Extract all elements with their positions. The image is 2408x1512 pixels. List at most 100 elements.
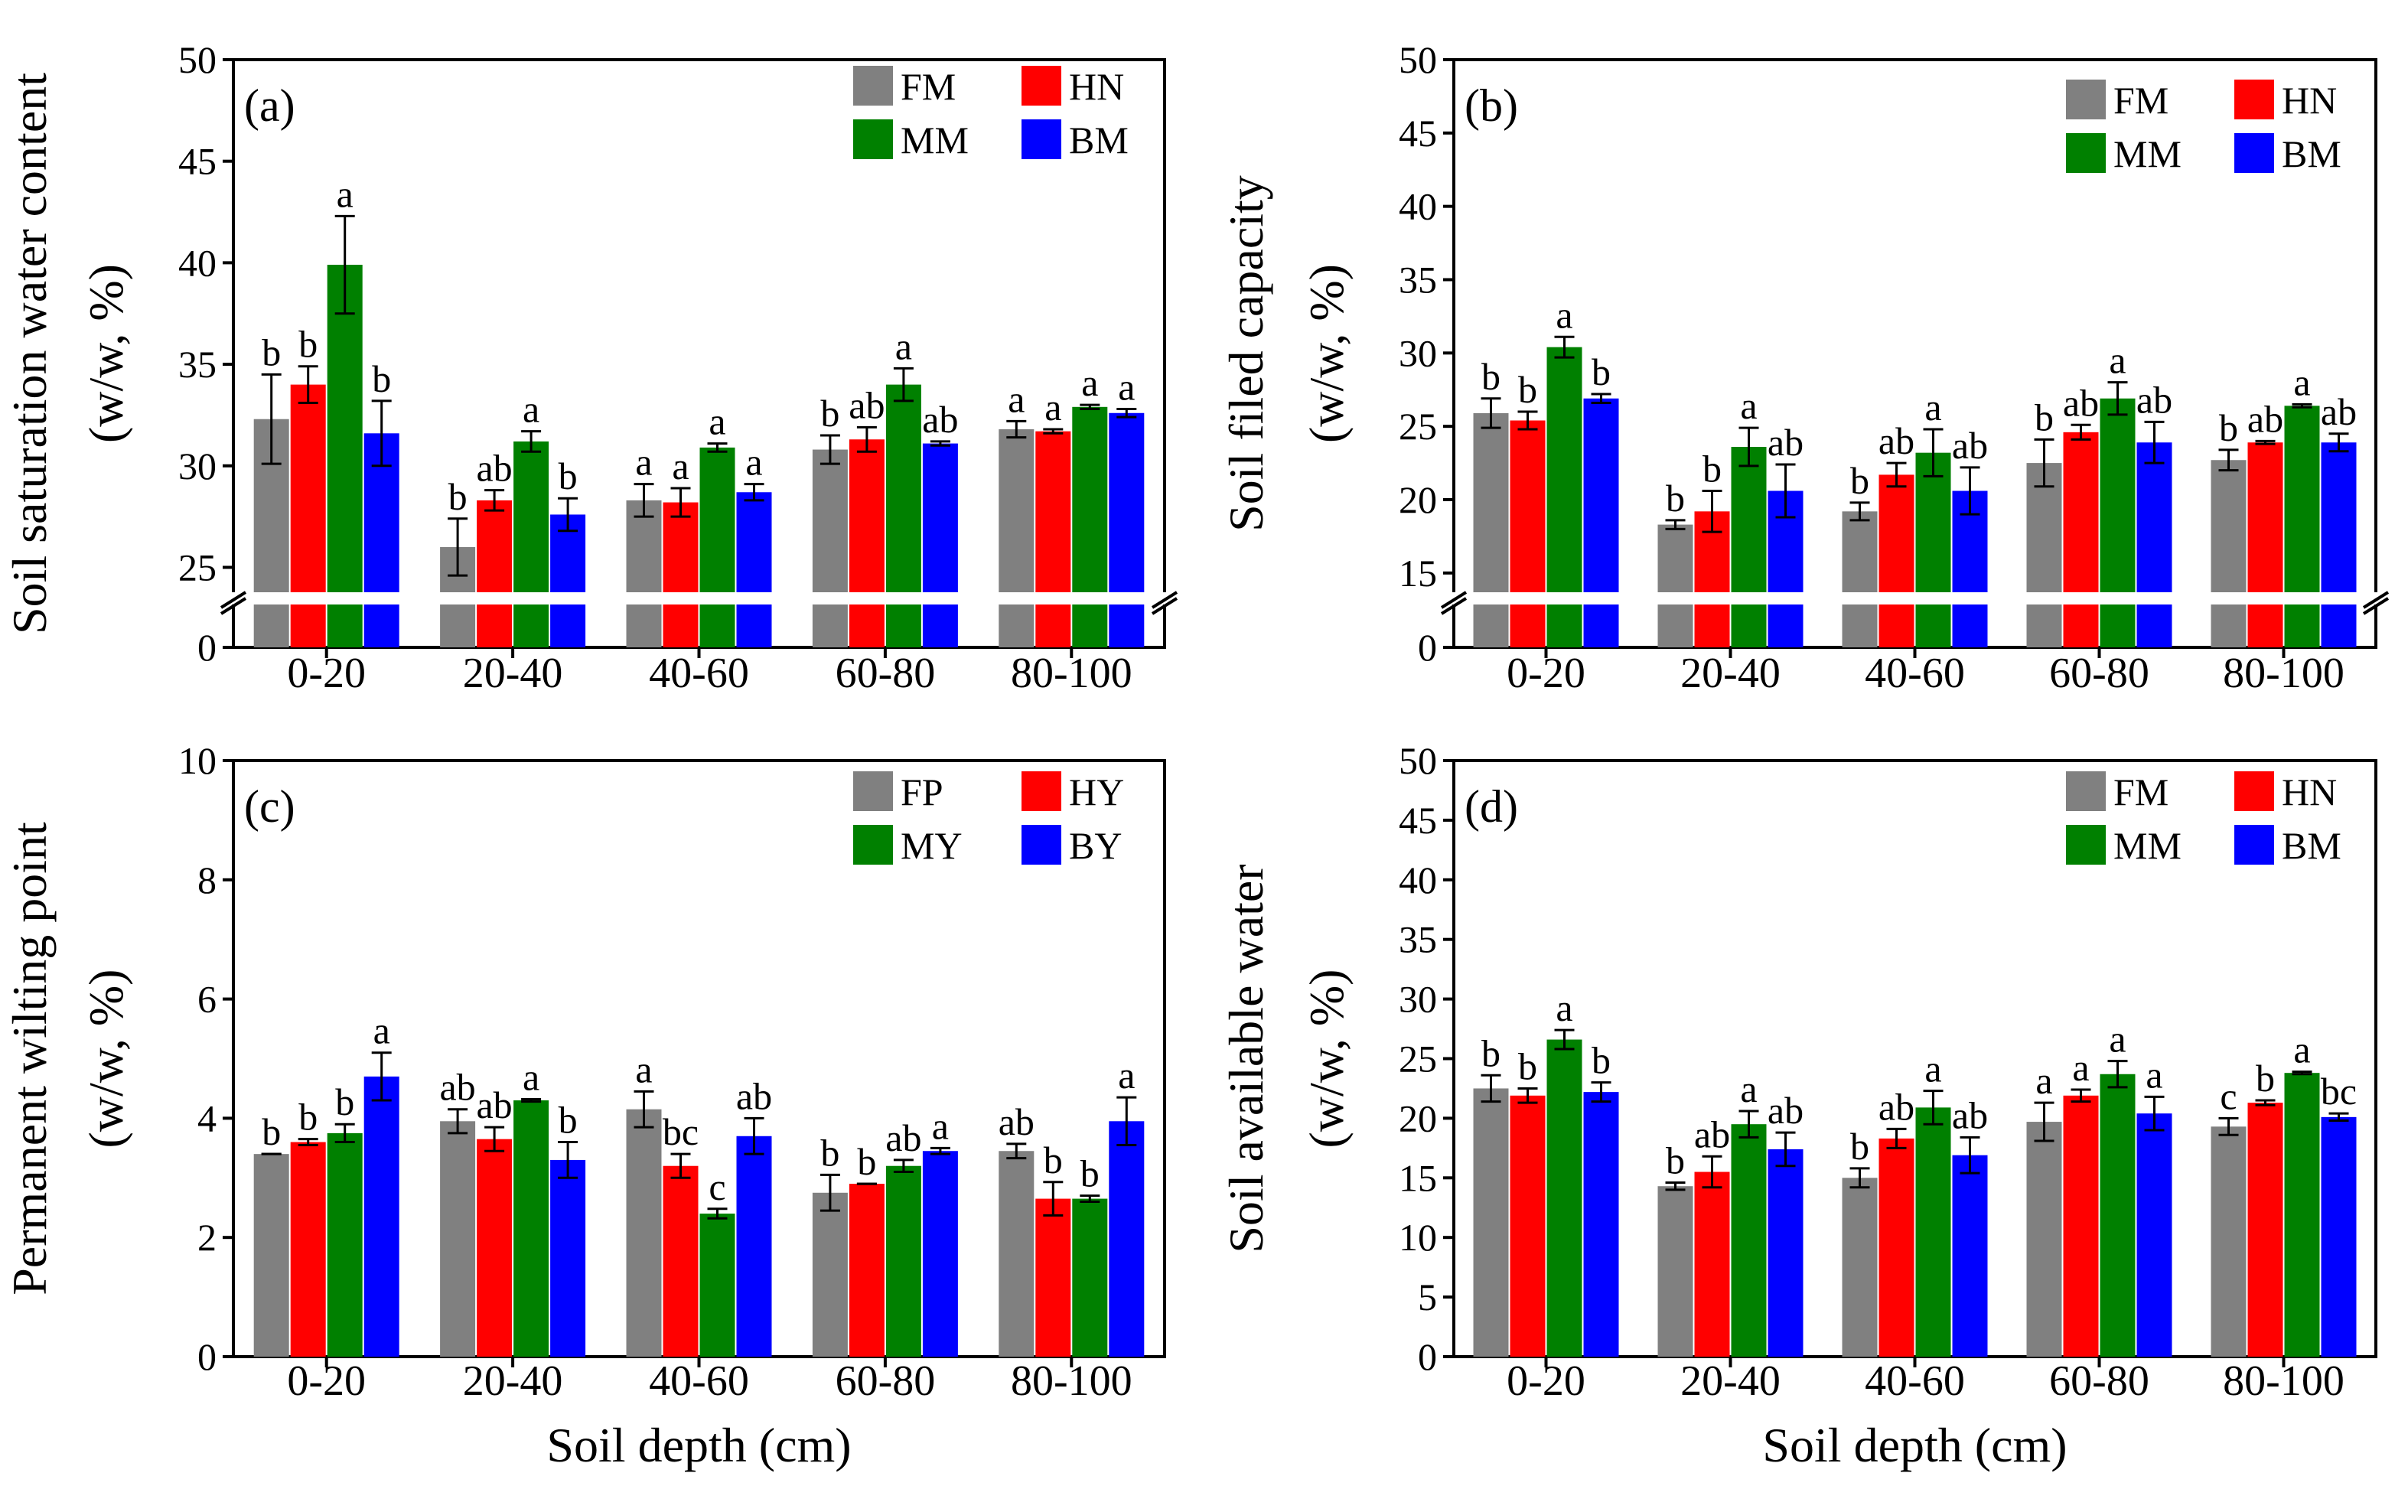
y-tick-label: 2 xyxy=(197,1216,217,1259)
y-tick-label: 0 xyxy=(197,626,217,669)
x-tick-label: 0-20 xyxy=(287,1357,366,1405)
significance-letter: c xyxy=(2220,1074,2237,1117)
axis-break-mark xyxy=(1151,597,1178,615)
axis-break-mark xyxy=(220,591,247,609)
bar-fm xyxy=(2211,1126,2247,1357)
bar-mm xyxy=(1546,1039,1582,1357)
bar-fm xyxy=(1473,1088,1509,1357)
significance-letter: a xyxy=(1118,365,1135,408)
x-tick-label: 0-20 xyxy=(1507,650,1585,697)
significance-letter: b xyxy=(559,1099,578,1142)
panel-label: (a) xyxy=(244,80,295,131)
significance-letter: ab xyxy=(1952,424,1988,467)
x-tick-label: 60-80 xyxy=(836,650,936,697)
bar-fp xyxy=(999,1151,1035,1357)
bar-fp xyxy=(626,1109,662,1357)
legend-label-my: MY xyxy=(901,824,963,867)
significance-letter: b xyxy=(1518,368,1537,411)
axis-break-mark xyxy=(1151,591,1178,609)
bar-mm xyxy=(1072,406,1108,647)
y-axis-title: Permanent wilting point xyxy=(2,822,57,1295)
significance-letter: a xyxy=(1924,386,1941,429)
significance-letter: b xyxy=(335,1080,354,1123)
significance-letter: a xyxy=(1118,1054,1135,1097)
bar-hn xyxy=(663,502,699,647)
legend-label-fm: FM xyxy=(901,65,956,108)
y-tick-label: 40 xyxy=(1399,185,1437,228)
significance-letter: ab xyxy=(849,383,885,426)
bar-mm xyxy=(885,384,921,647)
significance-letter: a xyxy=(373,1009,390,1052)
legend-label-fp: FP xyxy=(901,771,943,813)
bar-hn xyxy=(1879,474,1914,647)
significance-letter: a xyxy=(709,400,725,443)
x-tick-label: 80-100 xyxy=(2223,1357,2344,1405)
significance-letter: a xyxy=(2109,339,2126,382)
significance-letter: ab xyxy=(922,398,958,441)
legend-swatch-mm xyxy=(2066,133,2106,173)
bar-my xyxy=(327,1132,363,1357)
bar-hn xyxy=(2063,432,2099,647)
significance-letter: c xyxy=(709,1165,725,1208)
x-tick-label: 20-40 xyxy=(463,650,563,697)
bar-mm xyxy=(2284,406,2320,647)
bar-fm xyxy=(1657,1186,1693,1357)
legend-swatch-fp xyxy=(853,771,893,811)
y-tick-label: 30 xyxy=(1399,978,1437,1021)
y-tick-label: 15 xyxy=(1399,552,1437,595)
panel-label: (c) xyxy=(244,781,295,832)
x-tick-label: 20-40 xyxy=(463,1357,563,1405)
bar-by xyxy=(550,1159,586,1357)
legend-label-bm: BM xyxy=(2282,132,2341,175)
bar-bm xyxy=(1768,1149,1804,1357)
bar-mm xyxy=(2100,398,2136,647)
y-tick-label: 0 xyxy=(1418,626,1437,669)
y-tick-label: 15 xyxy=(1399,1156,1437,1199)
bar-mm xyxy=(2100,1074,2136,1357)
significance-letter: b xyxy=(448,475,468,518)
significance-letter: ab xyxy=(2321,390,2357,433)
significance-letter: b xyxy=(2219,406,2238,449)
significance-letter: a xyxy=(932,1104,949,1147)
axis-break-gap xyxy=(232,592,1166,604)
bar-fp xyxy=(812,1192,848,1357)
bar-hn xyxy=(2247,1103,2283,1357)
panel-label: (b) xyxy=(1465,80,1518,131)
y-tick-label: 45 xyxy=(1399,799,1437,842)
significance-letter: bc xyxy=(663,1110,699,1153)
bar-bm xyxy=(2136,1113,2172,1357)
y-axis-title: Soil filed capacity xyxy=(1219,175,1273,532)
bar-by xyxy=(1109,1121,1145,1357)
significance-letter: a xyxy=(1556,293,1572,336)
x-tick-label: 40-60 xyxy=(1865,650,1965,697)
y-axis-units: (w/w, %) xyxy=(1299,969,1354,1149)
significance-letter: a xyxy=(1924,1048,1941,1090)
x-tick-label: 80-100 xyxy=(1011,1357,1132,1405)
bar-bm xyxy=(1583,398,1619,647)
significance-letter: a xyxy=(895,324,912,367)
legend-swatch-fm xyxy=(853,66,893,106)
significance-letter: b xyxy=(1592,1039,1611,1082)
significance-letter: a xyxy=(1740,384,1757,427)
legend-label-hn: HN xyxy=(2282,79,2337,122)
legend-label-hn: HN xyxy=(2282,771,2337,813)
y-axis-units: (w/w, %) xyxy=(1299,264,1354,443)
significance-letter: ab xyxy=(439,1066,475,1109)
significance-letter: a xyxy=(745,441,762,484)
bar-fm xyxy=(1657,524,1693,647)
significance-letter: ab xyxy=(476,1083,512,1126)
bar-mm xyxy=(327,265,363,647)
axis-break-mark xyxy=(220,597,247,615)
bar-bm xyxy=(2136,442,2172,647)
significance-letter: a xyxy=(2072,1046,2089,1089)
bar-hn xyxy=(2247,442,2283,647)
significance-letter: b xyxy=(1850,1125,1869,1168)
y-tick-label: 6 xyxy=(197,978,217,1021)
bar-fm xyxy=(626,500,662,647)
legend-swatch-hn xyxy=(2234,771,2274,811)
legend-label-hy: HY xyxy=(1069,771,1124,813)
significance-letter: ab xyxy=(1879,1085,1914,1128)
y-tick-label: 4 xyxy=(197,1097,217,1139)
y-axis-units: (w/w, %) xyxy=(79,969,133,1149)
bar-mm xyxy=(2284,1073,2320,1357)
